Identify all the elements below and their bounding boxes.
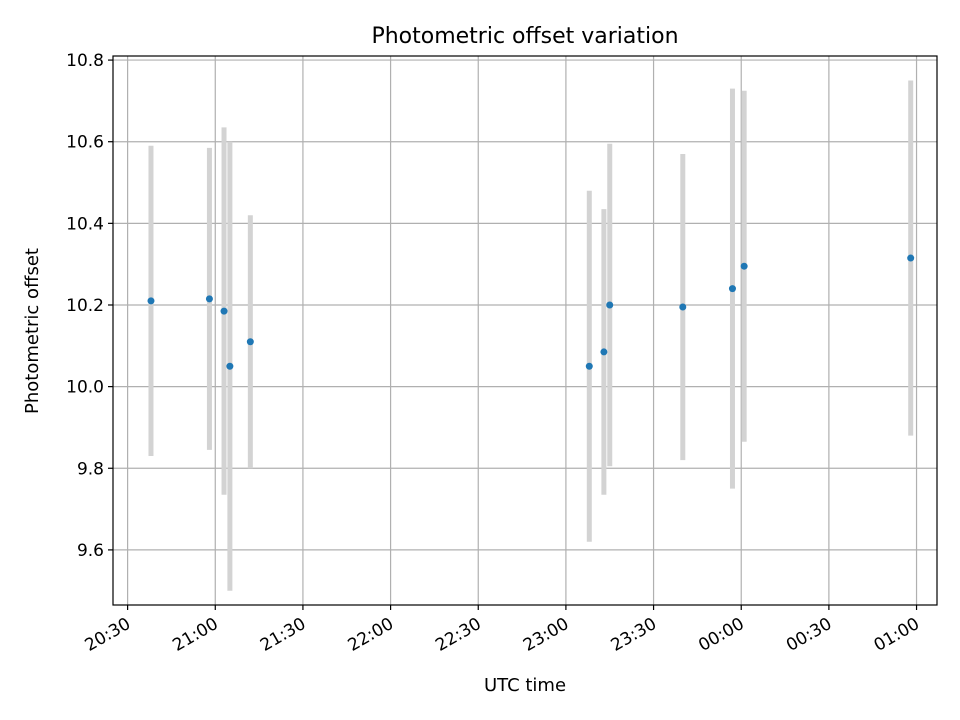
y-tick-label: 10.4 (66, 214, 104, 234)
y-axis-ticks: 9.6 9.8 10.0 10.2 10.4 10.6 10.8 (66, 51, 113, 561)
data-point (220, 307, 228, 315)
y-tick-label: 9.8 (77, 459, 104, 479)
data-point (246, 338, 254, 346)
data-point (606, 301, 614, 309)
data-point (679, 303, 687, 311)
y-axis-title: Photometric offset (22, 248, 43, 414)
y-tick-label: 10.6 (66, 133, 104, 153)
plot-frame (112, 55, 938, 606)
data-point (205, 295, 213, 303)
y-tick-label: 10.2 (66, 296, 104, 316)
y-tick-label: 10.0 (66, 378, 104, 398)
chart-title: Photometric offset variation (371, 24, 678, 49)
data-point (226, 362, 234, 370)
data-point (907, 254, 915, 262)
y-tick-label: 9.6 (77, 541, 104, 561)
data-point (740, 262, 748, 270)
data-point (600, 348, 608, 356)
data-point (585, 362, 593, 370)
data-point (147, 297, 155, 305)
data-points (147, 254, 915, 370)
x-axis-title: UTC time (484, 675, 566, 696)
y-tick-label: 10.8 (66, 51, 104, 71)
data-point (728, 285, 736, 293)
